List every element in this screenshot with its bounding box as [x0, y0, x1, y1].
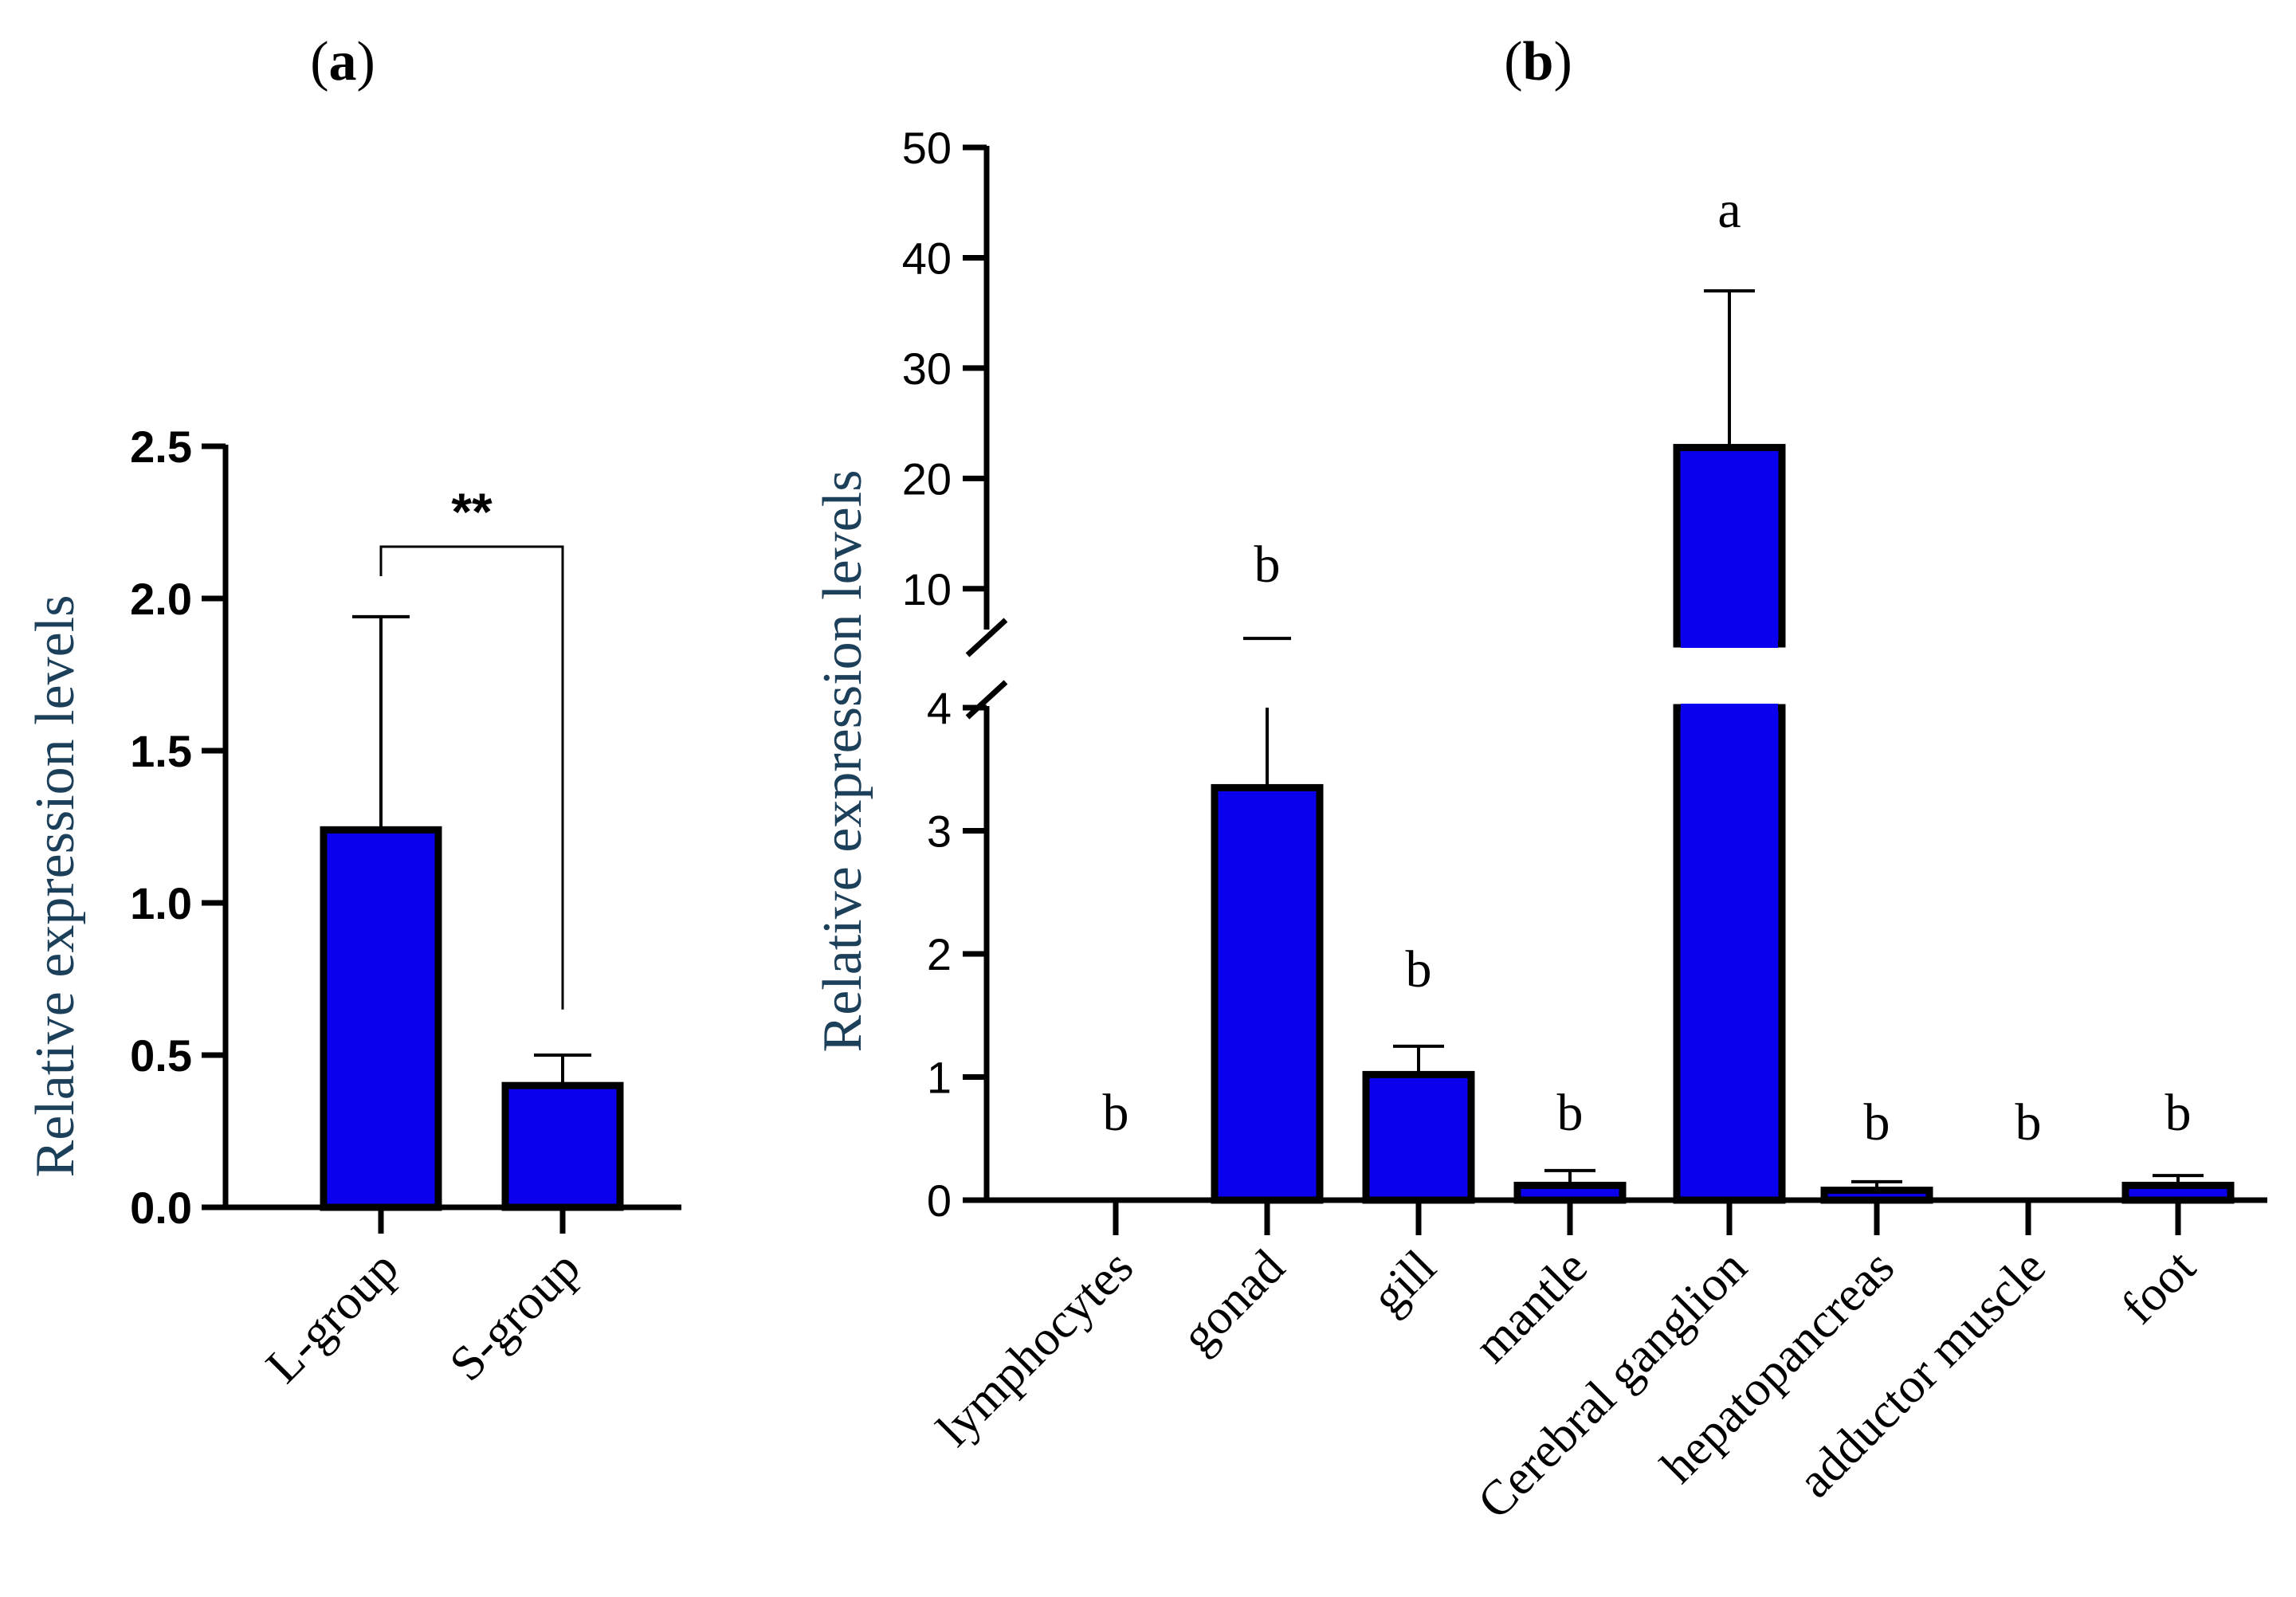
panel-b-significance-letter: b [1864, 1093, 1890, 1152]
panel-b-axis-break-mark [965, 680, 1008, 720]
panel-a-y-tick-label: 1.0 [130, 878, 192, 928]
panel-a-y-tick-label: 2.0 [130, 574, 192, 624]
panel-a-y-tick-label: 0.0 [130, 1183, 192, 1233]
panel-b-y-tick-label: 10 [902, 564, 952, 614]
panel-b-significance-letter: b [2165, 1084, 2192, 1142]
panel-b-axis-break-mark [965, 618, 1008, 657]
panel-b-y-tick-label: 3 [927, 806, 952, 857]
panel-a-y-tick-label: 2.5 [130, 422, 192, 472]
panel-a-y-tick-label: 0.5 [130, 1030, 192, 1081]
panel-b-y-tick-label: 0 [927, 1175, 952, 1226]
panel-b-category-label: lymphocytes [927, 1240, 1144, 1457]
panel-b-y-tick-label: 50 [902, 123, 952, 173]
panel-b-significance-letter: a [1717, 181, 1741, 239]
panel-b-bar [2121, 1181, 2235, 1204]
panel-a-y-axis-title: Relative expression levels [25, 595, 86, 1178]
panel-b-bar [1673, 704, 1786, 1204]
panel-b-y-tick-label: 20 [902, 453, 952, 504]
panel-b-category-label: gonad [1172, 1240, 1295, 1364]
panel-a-label: (a) [310, 31, 375, 92]
panel-b-significance-letter: b [1557, 1084, 1584, 1142]
panel-b-chart: Relative expression levels 0 1 2 3 4 10 20 30 40… [812, 123, 2267, 1529]
panel-b-bar [1820, 1187, 1933, 1204]
panel-b-bar [1362, 1070, 1475, 1204]
panel-b-category-label: mantle [1465, 1240, 1598, 1373]
panel-b-significance-letter: b [1406, 940, 1432, 999]
panel-a-bar [501, 1081, 624, 1211]
panel-b-y-tick-label: 30 [902, 343, 952, 394]
panel-b-y-tick-label: 4 [927, 683, 952, 733]
panel-b-y-tick-label: 1 [927, 1053, 952, 1103]
panel-b-bar-break-bottom [1681, 704, 1778, 712]
panel-b-category-label: Cerebral ganglion [1468, 1240, 1757, 1529]
panel-a-category-label: S-group [440, 1241, 591, 1391]
panel-b-significance-letter: b [2015, 1093, 2042, 1152]
panel-b-y-tick-label: 40 [902, 233, 952, 283]
panel-a-y-tick-label: 1.5 [130, 726, 192, 776]
panel-b-y-tick-label: 2 [927, 929, 952, 979]
panel-a-bar [320, 826, 442, 1211]
panel-a-significance-stars: ** [451, 482, 493, 541]
panel-b-bar [1673, 444, 1786, 648]
panel-b-bar-break-top [1681, 640, 1778, 648]
panel-a-category-label: L-group [256, 1241, 409, 1394]
panel-b-category-label: foot [2111, 1240, 2206, 1335]
panel-b-label: (b) [1504, 31, 1572, 92]
panel-b-significance-letter: b [1103, 1084, 1129, 1142]
panel-a-significance-bracket [379, 545, 564, 1010]
panel-b-bar [1513, 1181, 1627, 1204]
panel-b-bar [1211, 783, 1324, 1204]
panel-b-y-axis-title: Relative expression levels [812, 470, 873, 1053]
panel-a-chart: Relative expression levels 0.0 0.5 1.0 1.5 2… [25, 422, 681, 1394]
panel-b-category-label: gill [1361, 1240, 1446, 1325]
panel-b-significance-letter: b [1254, 536, 1281, 594]
